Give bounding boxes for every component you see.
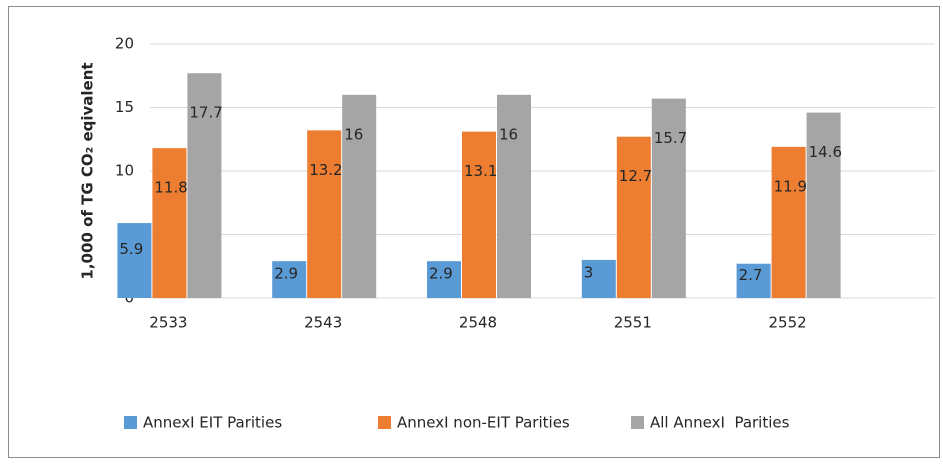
bar: [272, 261, 307, 298]
x-tick-label: 2551: [614, 314, 652, 332]
bar: [581, 259, 616, 298]
y-tick-label: 15: [115, 98, 134, 116]
x-tick-label: 2543: [304, 314, 342, 332]
data-label: 11.9: [774, 177, 807, 195]
legend-swatch: [124, 416, 137, 429]
bar: [616, 136, 651, 298]
x-tick-label: 2548: [459, 314, 497, 332]
data-label: 16: [499, 125, 518, 143]
data-label: 11.8: [154, 179, 187, 197]
data-label: 5.9: [119, 240, 143, 258]
bar: [806, 112, 841, 298]
bar: [651, 98, 686, 298]
data-label: 2.9: [429, 265, 453, 283]
legend-swatch: [631, 416, 644, 429]
y-axis-label: 1,000 of TG CO₂ eqivalent: [79, 62, 97, 279]
data-label: 3: [584, 264, 594, 282]
x-tick-label: 2552: [769, 314, 807, 332]
legend-label: AnnexI EIT Parities: [143, 414, 282, 432]
legend-label: All AnnexI Parities: [650, 414, 790, 432]
data-label: 15.7: [654, 129, 687, 147]
bar: [152, 148, 187, 298]
bar: [771, 146, 806, 298]
y-tick-label: 20: [115, 35, 134, 53]
data-label: 2.9: [274, 265, 298, 283]
bar: [497, 94, 531, 298]
data-label: 16: [344, 125, 363, 143]
x-tick-label: 2533: [149, 314, 187, 332]
data-label: 13.2: [309, 161, 342, 179]
data-label: 17.7: [189, 104, 222, 122]
data-label: 2.7: [739, 266, 763, 284]
chart-frame: [8, 6, 940, 458]
bar: [187, 73, 222, 299]
bar: [307, 130, 342, 298]
bar: [342, 94, 377, 298]
bar: [462, 131, 496, 298]
data-label: 13.1: [464, 162, 497, 180]
bar: [736, 263, 771, 298]
bar: [427, 261, 461, 298]
y-tick-label: 10: [115, 162, 134, 180]
data-label: 14.6: [809, 143, 842, 161]
legend-swatch: [378, 416, 391, 429]
legend-label: AnnexI non-EIT Parities: [397, 414, 570, 432]
bar: [117, 223, 152, 298]
data-label: 12.7: [619, 167, 652, 185]
